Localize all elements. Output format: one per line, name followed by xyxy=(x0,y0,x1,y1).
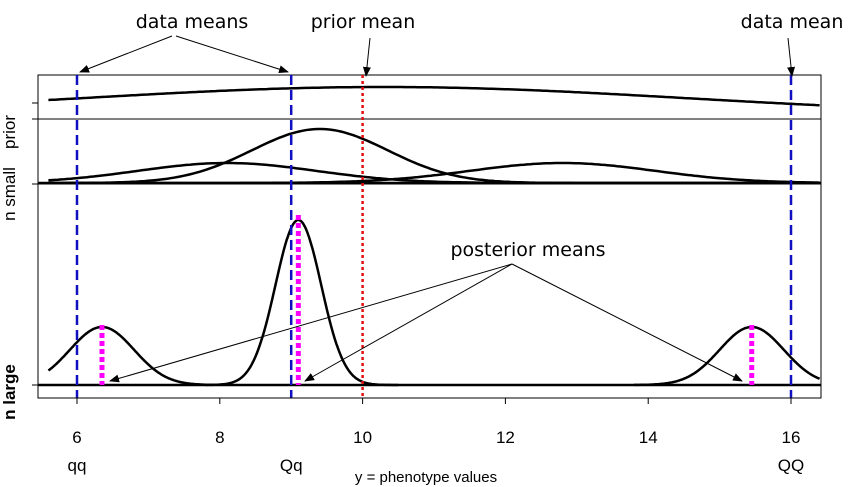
x-axis: 6 8 10 12 14 16 qq Qq QQ xyxy=(38,397,821,475)
arrow-posterior-qq xyxy=(109,263,513,383)
reference-lines xyxy=(75,75,793,398)
posterior-means-label: posterior means xyxy=(450,239,605,261)
genotype-label-Qq: Qq xyxy=(280,456,303,475)
x-tick-label: 8 xyxy=(215,428,224,447)
n-small-QQ-density xyxy=(48,161,820,185)
annotation-arrows xyxy=(79,35,796,383)
x-tick-label: 16 xyxy=(782,428,801,447)
y-label-n-large: n large xyxy=(0,364,19,420)
density-curves xyxy=(47,85,821,387)
x-tick-label: 6 xyxy=(72,428,81,447)
panel-n-small-frame xyxy=(37,118,822,185)
arrow-data-means-qq xyxy=(79,35,173,73)
n-large-qq-density xyxy=(47,325,213,387)
arrow-posterior-QQ xyxy=(511,263,743,382)
genotype-label-qq: qq xyxy=(68,456,87,475)
x-axis-label: y = phenotype values xyxy=(355,469,497,486)
n-small-Qq-density xyxy=(48,161,820,185)
data-mean-label: data mean xyxy=(741,11,844,33)
n-large-QQ-density xyxy=(633,325,821,387)
genotype-label-QQ: QQ xyxy=(778,456,804,475)
panel-prior-frame xyxy=(37,74,822,120)
x-tick-label: 12 xyxy=(496,428,515,447)
data-means-label: data means xyxy=(136,11,249,33)
arrow-data-mean-QQ xyxy=(787,37,796,77)
arrow-prior-mean xyxy=(362,37,371,77)
panel-frames xyxy=(32,74,822,399)
y-label-prior: prior xyxy=(0,115,19,149)
n-large-Qq-density xyxy=(205,218,399,387)
prior-mean-label: prior mean xyxy=(311,11,416,33)
y-label-n-small: n small xyxy=(0,167,19,221)
prior-density xyxy=(48,85,820,107)
x-tick-label: 10 xyxy=(353,428,372,447)
x-tick-label: 14 xyxy=(639,428,658,447)
arrow-posterior-Qq xyxy=(304,263,513,382)
arrow-data-means-Qq xyxy=(175,35,289,74)
